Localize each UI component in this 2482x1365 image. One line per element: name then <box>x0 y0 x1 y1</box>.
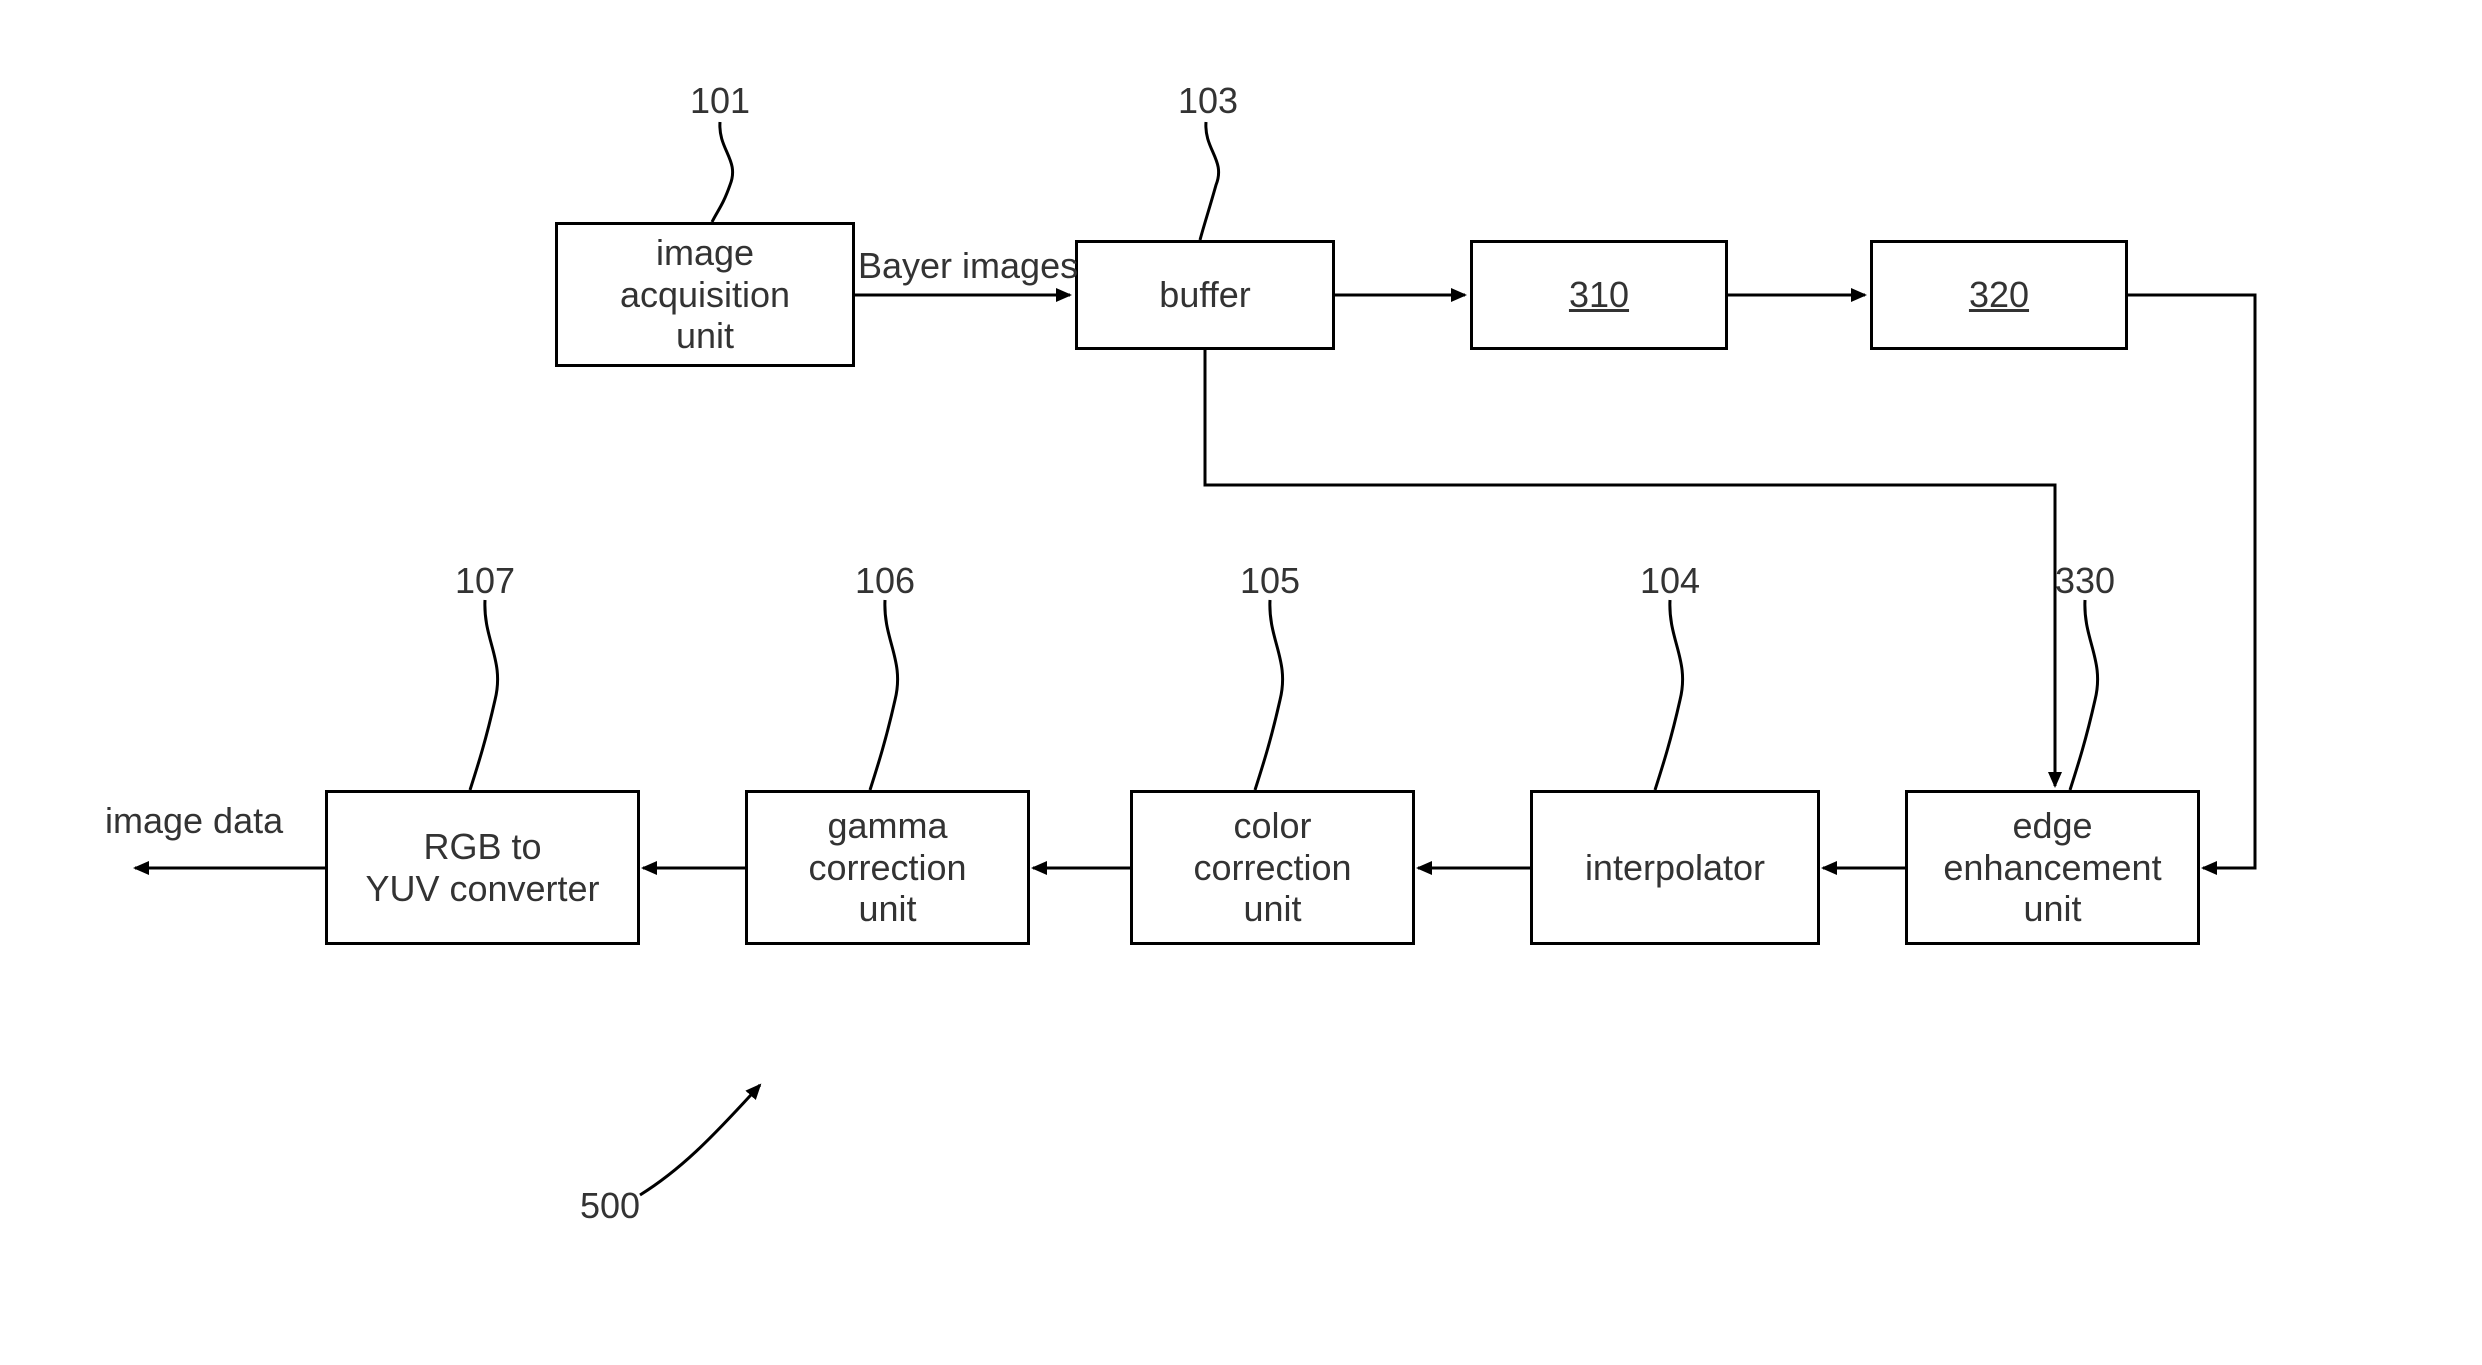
ref-103: 103 <box>1178 80 1238 121</box>
node-label: buffer <box>1159 274 1250 315</box>
node-label: gamma correction unit <box>808 805 966 929</box>
node-color-correction: color correction unit <box>1130 790 1415 945</box>
ref-330: 330 <box>2055 560 2115 601</box>
node-edge-enhancement: edge enhancement unit <box>1905 790 2200 945</box>
node-label: 320 <box>1969 274 2029 315</box>
ref-101: 101 <box>690 80 750 121</box>
figure-ref-500: 500 <box>580 1185 640 1226</box>
edge-label-imagedata: image data <box>105 800 283 841</box>
ref-106: 106 <box>855 560 915 601</box>
ref-104: 104 <box>1640 560 1700 601</box>
node-320: 320 <box>1870 240 2128 350</box>
node-gamma-correction: gamma correction unit <box>745 790 1030 945</box>
node-label: color correction unit <box>1193 805 1351 929</box>
edge-label-bayer: Bayer images <box>858 245 1078 286</box>
node-image-acquisition: image acquisition unit <box>555 222 855 367</box>
node-label: 310 <box>1569 274 1629 315</box>
node-label: edge enhancement unit <box>1943 805 2161 929</box>
node-label: RGB to YUV converter <box>365 826 599 909</box>
diagram-stage: image acquisition unit buffer 310 320 ed… <box>0 0 2482 1365</box>
ref-105: 105 <box>1240 560 1300 601</box>
ref-107: 107 <box>455 560 515 601</box>
node-310: 310 <box>1470 240 1728 350</box>
node-rgb-yuv-converter: RGB to YUV converter <box>325 790 640 945</box>
connectors-svg <box>0 0 2482 1365</box>
node-label: interpolator <box>1585 847 1765 888</box>
node-interpolator: interpolator <box>1530 790 1820 945</box>
node-buffer: buffer <box>1075 240 1335 350</box>
node-label: image acquisition unit <box>620 232 790 356</box>
